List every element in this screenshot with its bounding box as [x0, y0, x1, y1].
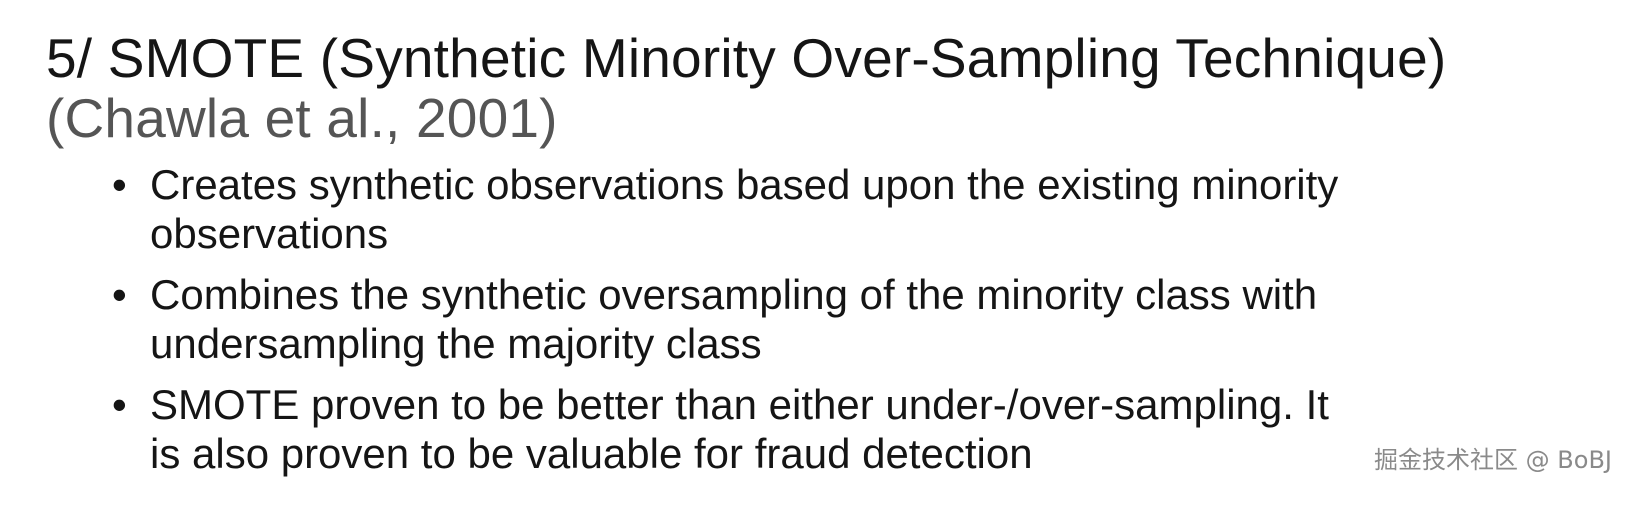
watermark: 掘金技术社区 @ BoBJ [1374, 446, 1612, 474]
bullet-text-line: observations [150, 210, 389, 257]
bullet-text-line: Creates synthetic observations based upo… [150, 161, 1339, 208]
bullet-marker: • [112, 271, 127, 318]
slide-citation: (Chawla et al., 2001) [46, 87, 558, 149]
bullet-list: • Creates synthetic observations based u… [112, 160, 1338, 490]
bullet-text-line: is also proven to be valuable for fraud … [150, 430, 1033, 477]
bullet-text-line: undersampling the majority class [150, 320, 762, 367]
bullet-text-line: Combines the synthetic oversampling of t… [150, 271, 1318, 318]
bullet-item: • Combines the synthetic oversampling of… [112, 270, 1338, 368]
bullet-marker: • [112, 161, 127, 208]
bullet-text-line: SMOTE proven to be better than either un… [150, 381, 1329, 428]
slide-title: 5/ SMOTE (Synthetic Minority Over-Sampli… [46, 27, 1447, 89]
bullet-item: • Creates synthetic observations based u… [112, 160, 1338, 258]
bullet-item: • SMOTE proven to be better than either … [112, 380, 1338, 478]
bullet-marker: • [112, 381, 127, 428]
